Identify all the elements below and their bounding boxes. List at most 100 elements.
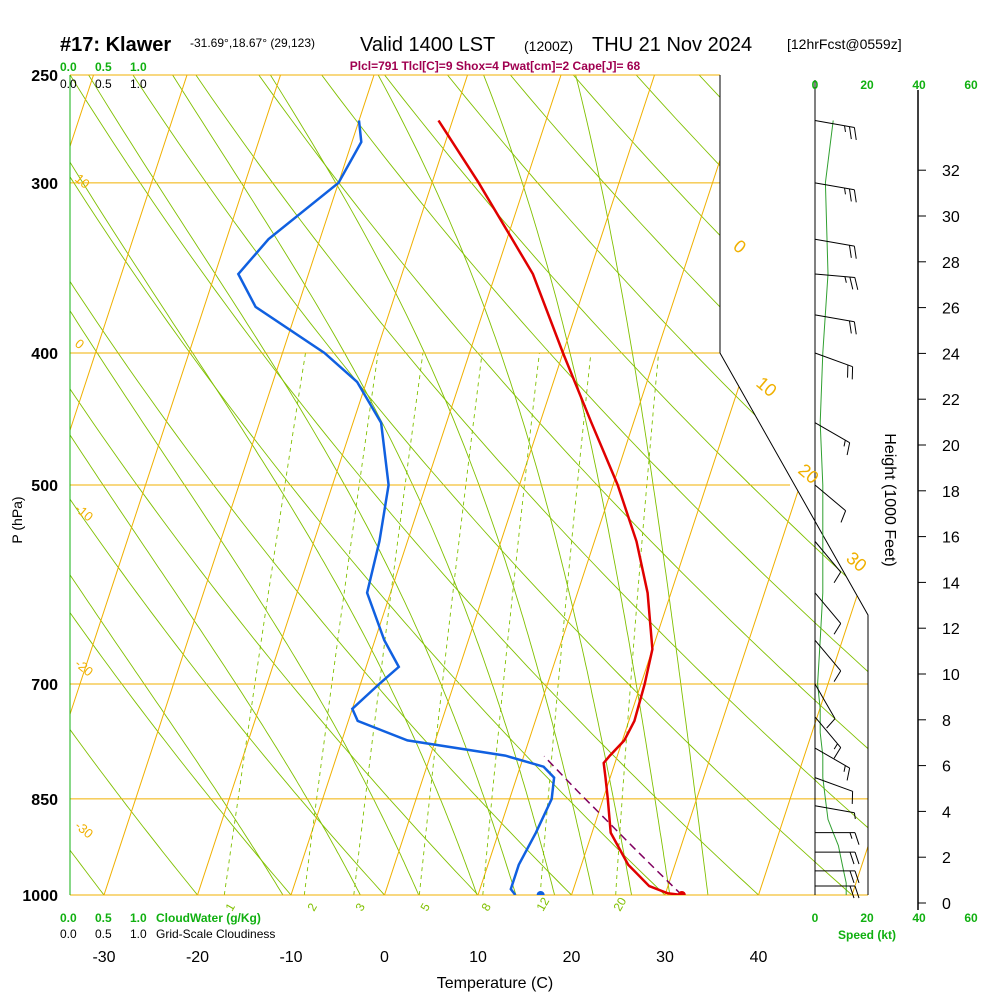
mixing-ratio-label: 2 (304, 900, 320, 913)
isotherm-label: 0 (72, 336, 87, 352)
height-tick-label: 26 (942, 301, 960, 318)
dry-adiabat (70, 75, 412, 895)
mixing-ratio-label: 5 (417, 900, 433, 913)
moist-adiabat (70, 75, 488, 895)
height-tick-label: 24 (942, 346, 960, 363)
moist-adiabat (156, 75, 563, 895)
speed-bottom-tick: 0 (812, 911, 819, 925)
mixing-ratio-label: 20 (610, 895, 629, 914)
pressure-tick-label: 850 (31, 792, 58, 809)
temperature-tick-label: 10 (469, 949, 487, 966)
height-tick-label: 20 (942, 438, 960, 455)
station-coords: -31.69°,18.67° (29,123) (190, 36, 315, 50)
speed-top-tick: 40 (912, 78, 926, 92)
isotherm (468, 75, 757, 895)
mixing-ratio-line (418, 352, 483, 895)
wind-barb-flag (848, 320, 852, 334)
parcel-line (543, 755, 683, 895)
speed-label: Speed (kt) (838, 928, 896, 942)
wind-barb (814, 352, 854, 380)
height-tick-label: 32 (942, 163, 960, 180)
wind-barb-flag (854, 277, 859, 290)
wind-barb-staff (814, 805, 855, 814)
isotherm (842, 75, 868, 895)
dry-adiabat (738, 75, 868, 895)
wind-barb (815, 870, 860, 884)
wind-barb-staff (814, 592, 842, 624)
height-tick-label: 30 (942, 209, 960, 226)
wind-barb-staff (814, 541, 842, 573)
cloudwater-bottom-tick: 1.0 (130, 911, 147, 925)
wind-barb (814, 182, 857, 203)
isotherm-label: -10 (72, 501, 96, 525)
temperature-tick-label: 30 (656, 949, 674, 966)
dry-adiabat (70, 75, 507, 895)
wind-profile (814, 120, 860, 899)
thermo-grid (70, 75, 868, 895)
wind-barb (814, 484, 847, 523)
wind-barb-staff (814, 683, 836, 719)
speed-top-tick: 60 (964, 78, 978, 92)
surface-temperature-point (677, 891, 686, 895)
pressure-tick-label: 700 (31, 677, 58, 694)
wind-barb-staff (814, 747, 850, 769)
wind-barb-flag (854, 885, 860, 899)
surface-dewpoint-point (536, 891, 545, 895)
wind-barb-flag (833, 670, 842, 682)
mixing-ratio-line (482, 352, 540, 895)
isotherm (70, 75, 289, 895)
temperature-axis: -30 -20 -10 0 10 20 30 40 (92, 949, 767, 966)
temperature-line (437, 119, 682, 895)
wind-barb-staff (814, 484, 846, 512)
wind-barb (814, 639, 842, 682)
speed-top-tick: 0 (812, 78, 819, 92)
temperature-tick-label: -20 (186, 949, 209, 966)
wind-barb-half (844, 276, 847, 283)
wind-barb-flag (833, 623, 842, 635)
cloud-scale-bottom: 0.0 0.0 0.5 0.5 1.0 1.0 CloudWater (g/Kg) Grid-… (60, 911, 275, 941)
wind-barb-flag (846, 442, 851, 456)
dry-adiabat (70, 75, 127, 895)
isotherm-label: -30 (72, 818, 96, 842)
wind-barb (814, 238, 857, 259)
isotherm (561, 75, 850, 895)
wind-barb-half (843, 765, 846, 772)
moist-adiabat (73, 75, 526, 895)
moist-adiabat (70, 229, 301, 895)
wind-barb (814, 747, 851, 781)
wind-barb-staff (814, 238, 855, 247)
isotherm-label: 30 (842, 548, 870, 576)
speed-bottom-tick: 40 (912, 911, 926, 925)
wind-barb-staff (814, 120, 855, 128)
temperature-axis-label: Temperature (C) (437, 975, 553, 992)
height-axis-label: Height (1000 Feet) (881, 433, 898, 566)
wind-barb-staff (814, 639, 842, 672)
isotherm (748, 75, 868, 895)
forecast-date: THU 21 Nov 2024 (592, 34, 752, 56)
pressure-tick-label: 500 (31, 478, 58, 495)
isotherm (281, 75, 570, 895)
height-tick-label: 6 (942, 759, 951, 776)
wind-barb-staff (814, 777, 853, 792)
cloudwater-bottom-tick: 0.0 (60, 911, 77, 925)
wind-barb (814, 273, 859, 290)
cloudwater-bottom-tick: 0.5 (95, 911, 112, 925)
wind-barb-flag (853, 321, 857, 335)
dry-adiabat (241, 75, 868, 895)
mixing-ratio-label: 12 (533, 895, 552, 914)
cloudiness-top-tick: 0.0 (60, 77, 77, 91)
cloudiness-bottom-tick: 0.5 (95, 927, 112, 941)
wind-barb (815, 832, 860, 845)
wind-barb-half (843, 440, 846, 447)
wind-barb (814, 777, 854, 804)
isotherm (187, 75, 476, 895)
dry-adiabat (70, 75, 791, 895)
wind-barb (814, 592, 842, 635)
wind-barb-flag (849, 870, 855, 884)
wind-barb (814, 422, 851, 456)
sounding-profiles (236, 119, 686, 895)
dry-adiabat (70, 75, 601, 895)
